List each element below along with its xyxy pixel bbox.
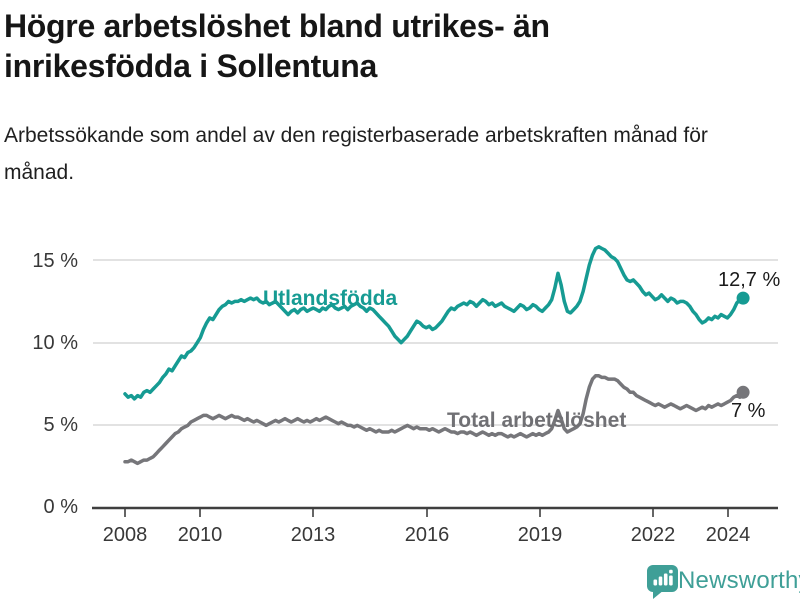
x-tick-label-2008: 2008 <box>102 524 148 546</box>
newsworthy-wordmark: Newsworthy <box>678 567 800 594</box>
logo-bubble-tail <box>653 590 664 599</box>
logo-bubble <box>647 565 678 592</box>
chart-subtitle: Arbetssökande som andel av den registerb… <box>4 124 708 184</box>
x-tick-label-2010: 2010 <box>177 524 223 546</box>
series-label-total-arbetsloshet: Total arbetslöshet <box>447 409 627 432</box>
x-tick-label-2013: 2013 <box>290 524 336 546</box>
chart-title: Högre arbetslöshet bland utrikes- än inr… <box>4 8 550 84</box>
series-label-utlandsfodda: Utlandsfödda <box>263 287 398 310</box>
newsworthy-logo: Newsworthy <box>646 563 800 600</box>
logo-bars <box>653 569 673 586</box>
x-tick-label-2016: 2016 <box>404 524 450 546</box>
y-tick-label-0: 0 % <box>43 496 78 518</box>
bar-chart-speech-bubble-icon <box>647 565 678 599</box>
y-tick-label-15: 15 % <box>32 250 78 272</box>
y-tick-label-10: 10 % <box>32 332 78 354</box>
x-axis-ticks <box>124 508 729 517</box>
x-tick-label-2019: 2019 <box>517 524 563 546</box>
x-tick-label-2024: 2024 <box>705 524 751 546</box>
x-tick-label-2022: 2022 <box>630 524 676 546</box>
gridlines <box>93 259 778 426</box>
end-value-label-total-arbetsloshet: 7 % <box>731 400 766 422</box>
series-end-dot-total-arbetsloshet <box>736 385 750 399</box>
y-tick-label-5: 5 % <box>43 414 78 436</box>
series-line-utlandsfodda <box>123 245 745 401</box>
end-value-label-utlandsfodda: 12,7 % <box>718 269 781 291</box>
series-line-total-arbetsloshet <box>123 374 745 466</box>
series-end-dot-utlandsfodda <box>736 291 750 305</box>
